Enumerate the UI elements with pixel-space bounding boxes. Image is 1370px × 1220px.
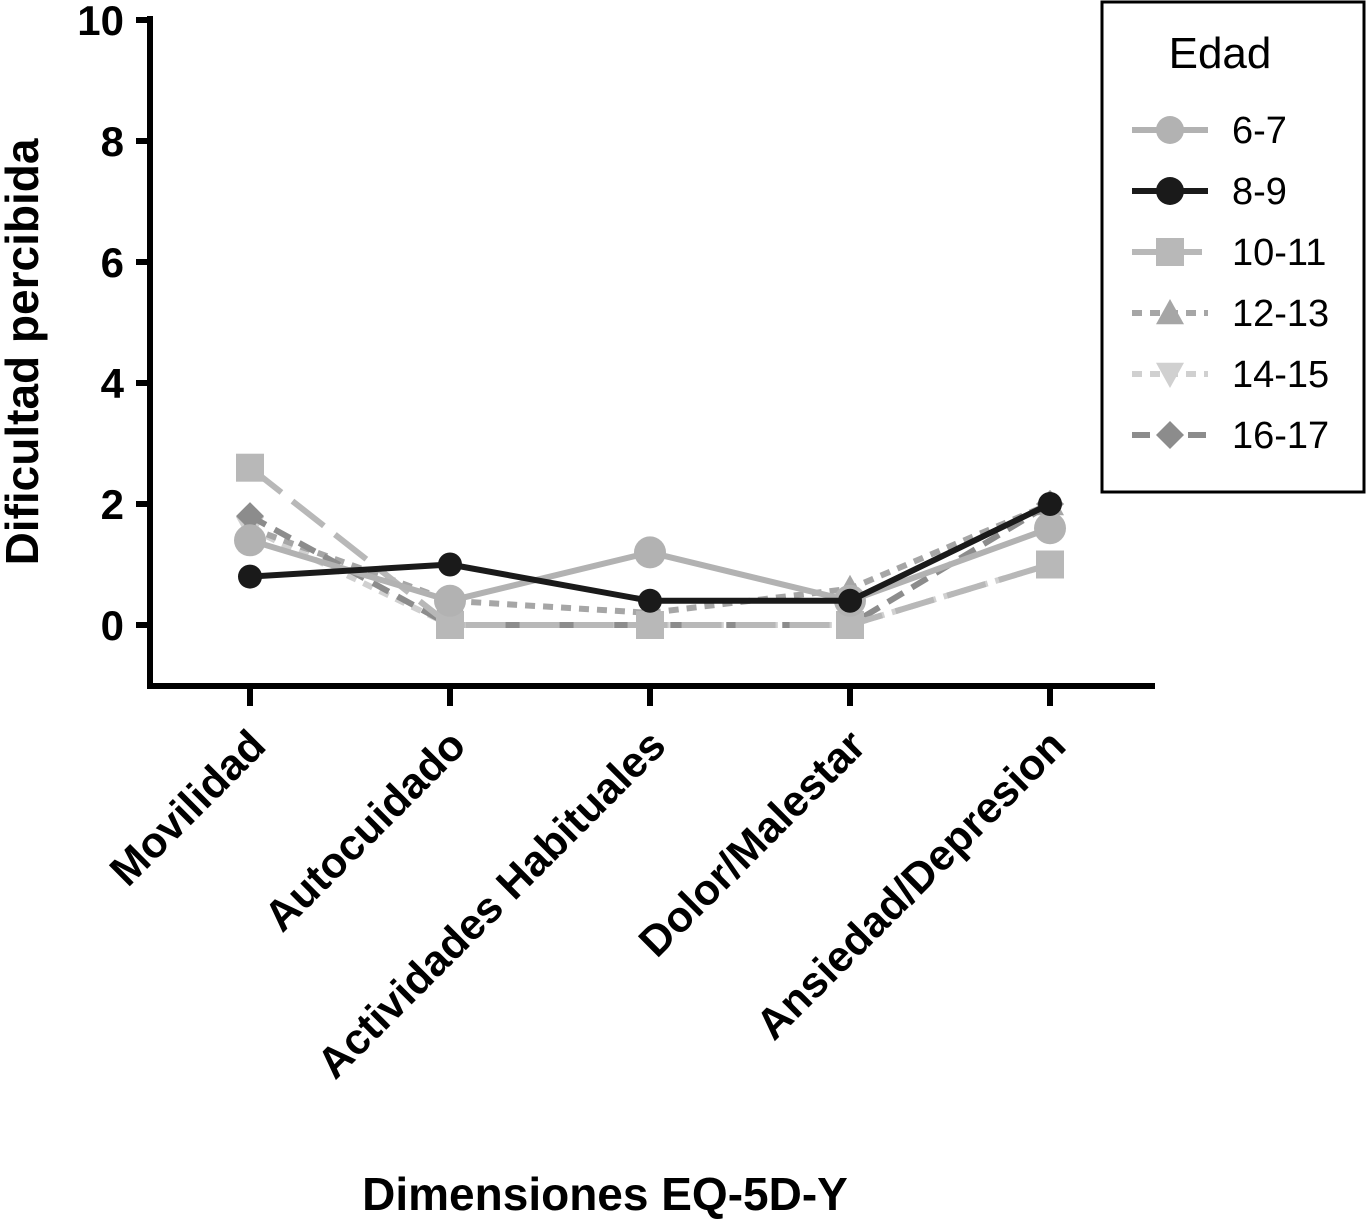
legend-label: 6-7 xyxy=(1232,110,1287,152)
data-point xyxy=(1156,116,1184,144)
legend-label: 8-9 xyxy=(1232,171,1287,213)
data-point xyxy=(838,588,862,613)
legend-item-14-15: 14-15 xyxy=(1132,354,1329,396)
data-point xyxy=(1156,362,1184,388)
data-point xyxy=(634,536,666,569)
y-tick-label: 4 xyxy=(101,360,125,407)
data-point xyxy=(636,611,664,639)
series-line xyxy=(248,501,1052,616)
x-axis-title: Dimensiones EQ-5D-Y xyxy=(362,1168,848,1220)
series-8-9 xyxy=(238,492,1062,613)
data-point xyxy=(1036,550,1064,579)
data-point xyxy=(638,588,662,613)
y-tick-label: 6 xyxy=(101,239,124,286)
data-point xyxy=(434,584,466,617)
data-point xyxy=(1156,177,1184,205)
legend: Edad 6-7 8-9 10-11 12-13 14-15 16-17 xyxy=(1100,0,1366,494)
y-tick-label: 10 xyxy=(77,0,124,44)
y-axis-title: Dificultad percibida xyxy=(0,138,48,565)
data-point xyxy=(236,453,264,482)
legend-items: 6-7 8-9 10-11 12-13 14-15 16-17 xyxy=(1132,110,1329,457)
legend-item-10-11: 10-11 xyxy=(1132,232,1326,274)
legend-label: 12-13 xyxy=(1232,293,1329,335)
y-tick-label: 8 xyxy=(101,118,124,165)
data-point xyxy=(438,552,462,577)
y-tick-label: 2 xyxy=(101,481,124,528)
legend-label: 10-11 xyxy=(1232,232,1326,274)
legend-item-6-7: 6-7 xyxy=(1132,110,1287,152)
legend-label: 14-15 xyxy=(1232,354,1329,396)
legend-item-12-13: 12-13 xyxy=(1132,293,1329,335)
data-point xyxy=(1156,238,1184,266)
x-category-label: Movilidad xyxy=(101,721,275,895)
x-category-label: Autocuidado xyxy=(255,721,475,941)
data-point xyxy=(236,502,264,531)
y-tick-label: 0 xyxy=(101,602,124,649)
data-point xyxy=(238,564,262,589)
data-point xyxy=(1034,512,1066,545)
data-point xyxy=(1038,492,1062,516)
x-category-label: Actividades Habituales xyxy=(308,721,675,1088)
legend-box xyxy=(1100,0,1366,494)
series-layer xyxy=(234,453,1066,639)
data-point xyxy=(1156,299,1184,325)
legend-item-16-17: 16-17 xyxy=(1132,415,1329,457)
data-point xyxy=(234,524,266,557)
legend-title: Edad xyxy=(1169,29,1272,78)
data-point xyxy=(1156,421,1184,449)
legend-item-8-9: 8-9 xyxy=(1132,171,1287,213)
legend-label: 16-17 xyxy=(1232,415,1329,457)
